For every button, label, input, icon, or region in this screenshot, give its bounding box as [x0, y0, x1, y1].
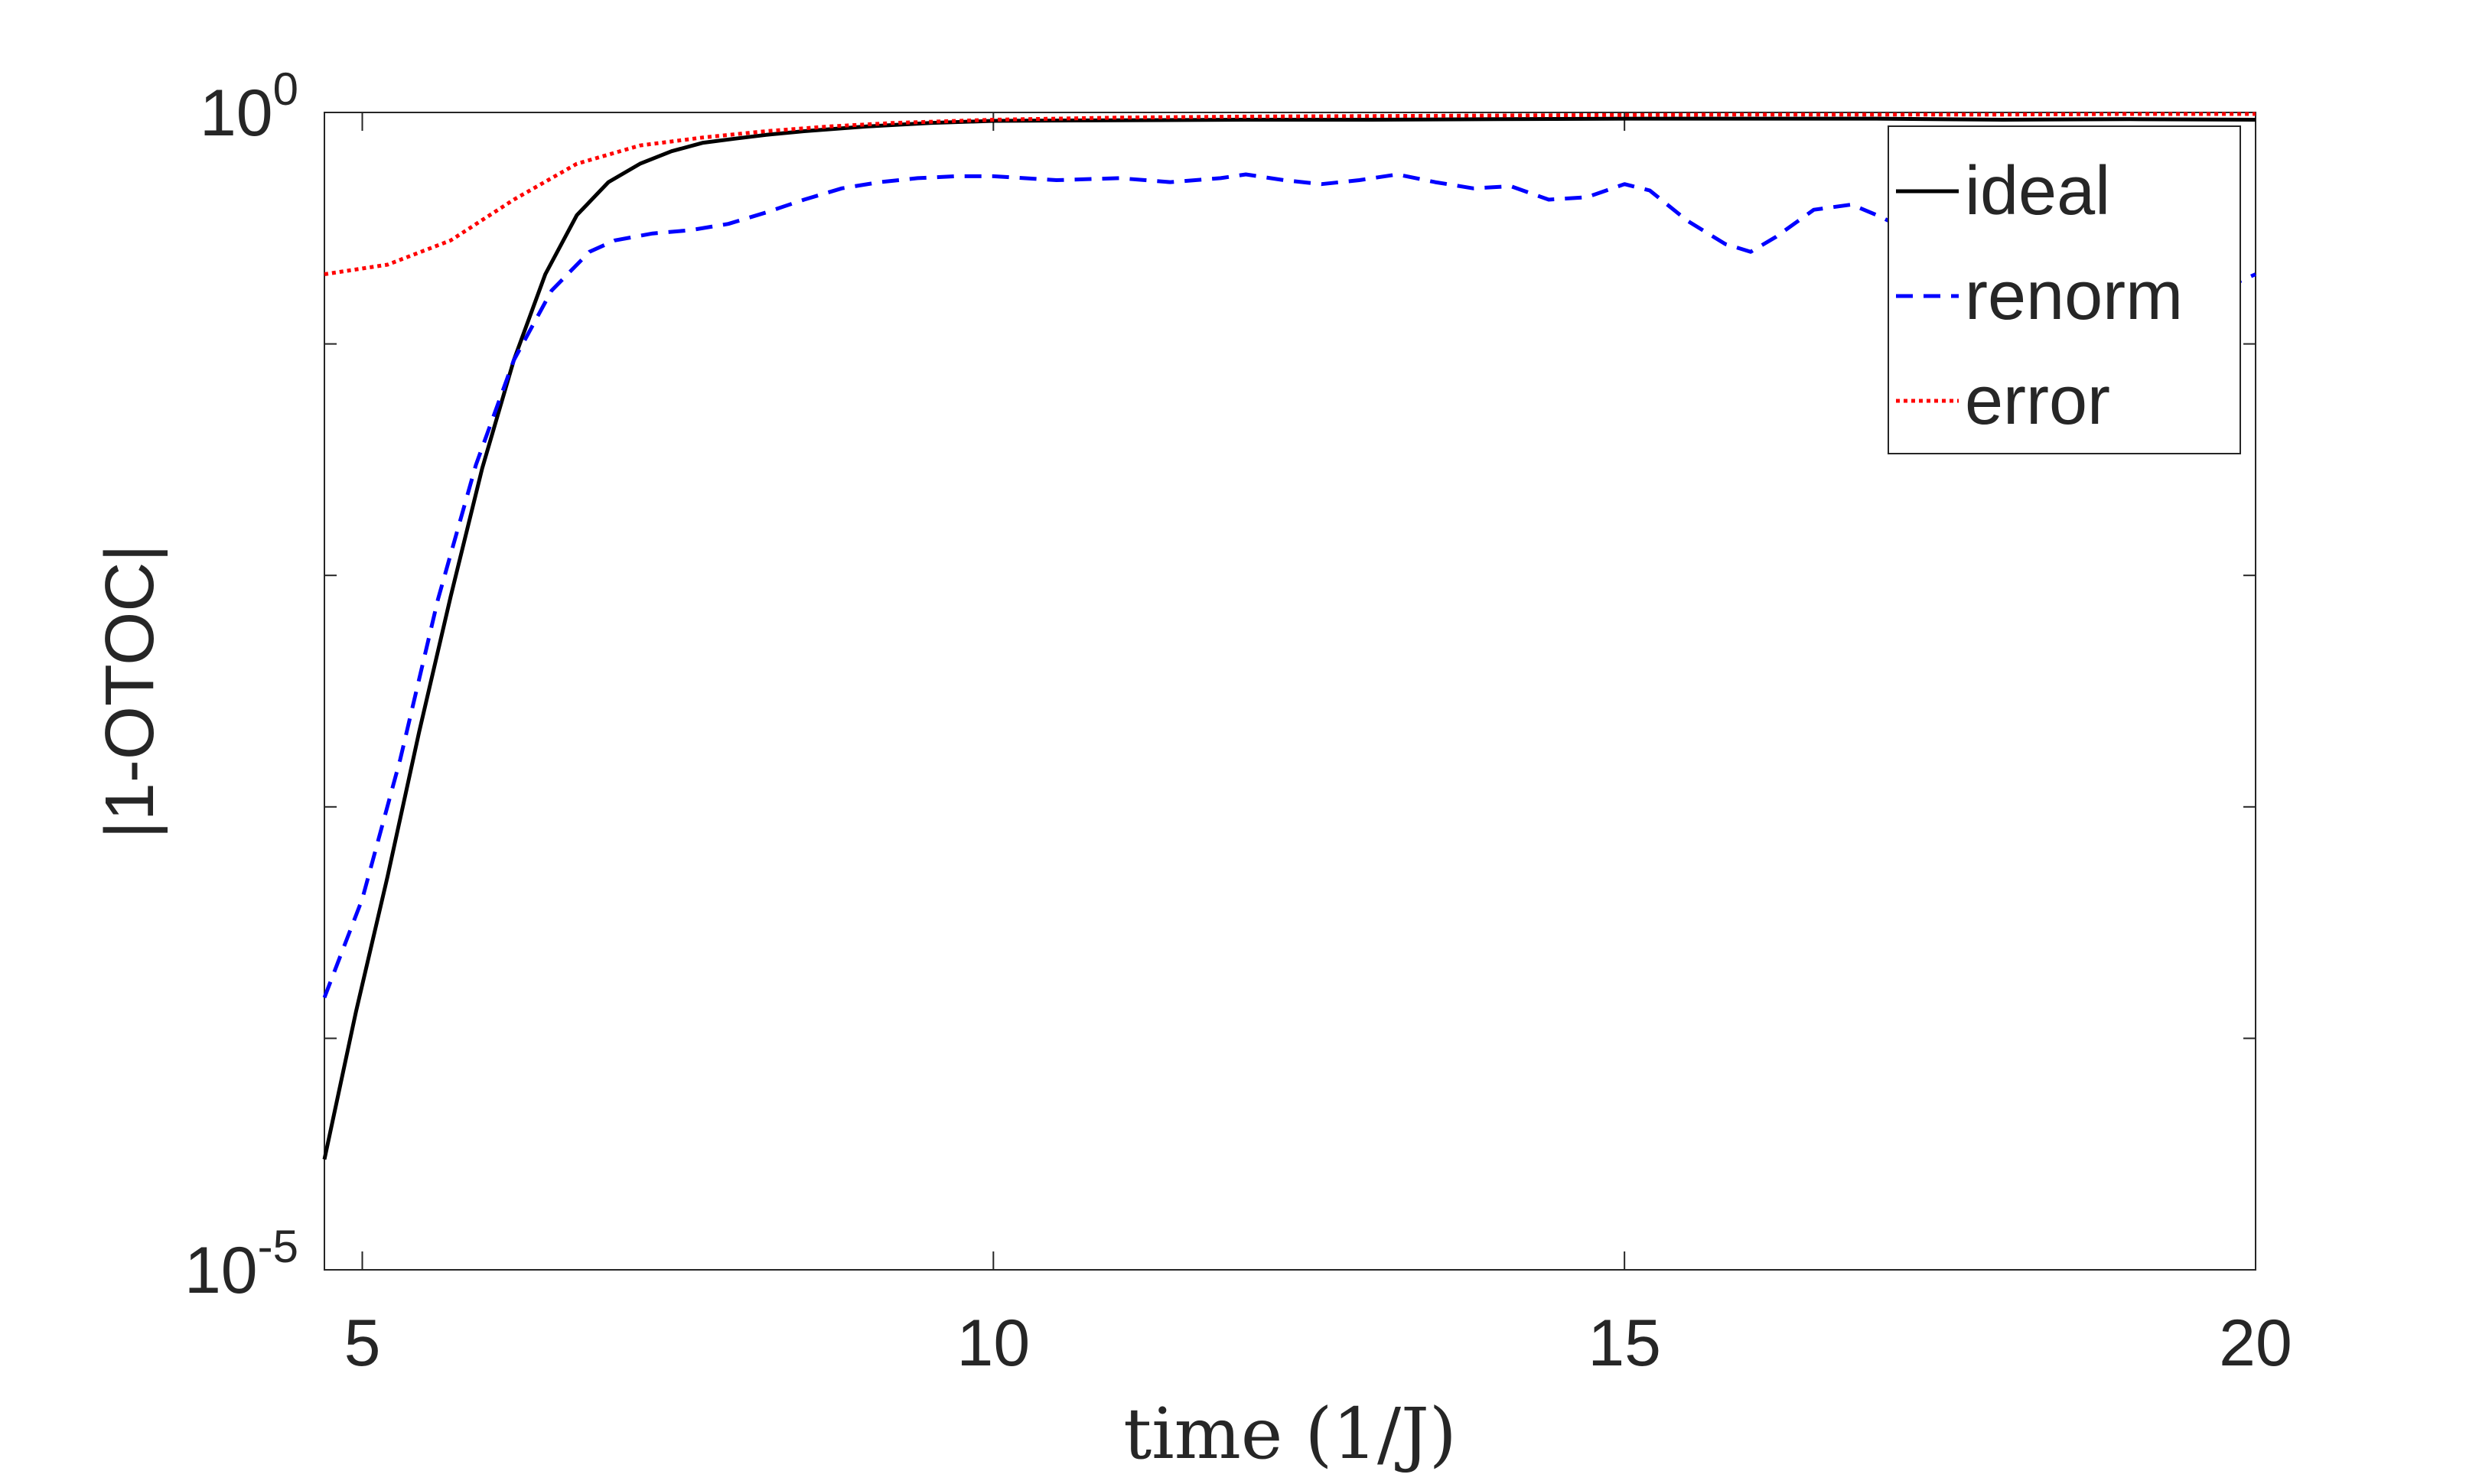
legend-label-ideal: ideal — [1965, 153, 2110, 229]
axes-frame — [324, 112, 2256, 1271]
y-axis-label: |1-OTOC| — [92, 544, 168, 838]
x-tick-label: 10 — [956, 1307, 1030, 1380]
x-axis-ticks: 5 10 15 20 — [344, 112, 2292, 1380]
y-axis-ticks: 10-5 100 — [184, 63, 2256, 1307]
plot-area: 5 10 15 20 10-5 100 — [184, 63, 2292, 1380]
legend-label-renorm: renorm — [1965, 258, 2183, 334]
y-minor-ticks — [324, 343, 2256, 1040]
x-tick-label: 15 — [1588, 1307, 1661, 1380]
legend: ideal renorm error — [1888, 125, 2241, 454]
x-tick-label: 5 — [344, 1307, 381, 1380]
y-tick-label: 100 — [200, 63, 298, 150]
series-line-error — [324, 112, 2256, 276]
legend-box — [1888, 125, 2241, 454]
series-line-ideal — [322, 116, 2256, 1160]
x-tick-label: 20 — [2219, 1307, 2292, 1380]
x-axis-label: time (1/J) — [1123, 1393, 1457, 1475]
legend-label-error: error — [1965, 363, 2110, 439]
series-layer — [322, 112, 2257, 1160]
y-tick-label: 10-5 — [184, 1221, 298, 1307]
